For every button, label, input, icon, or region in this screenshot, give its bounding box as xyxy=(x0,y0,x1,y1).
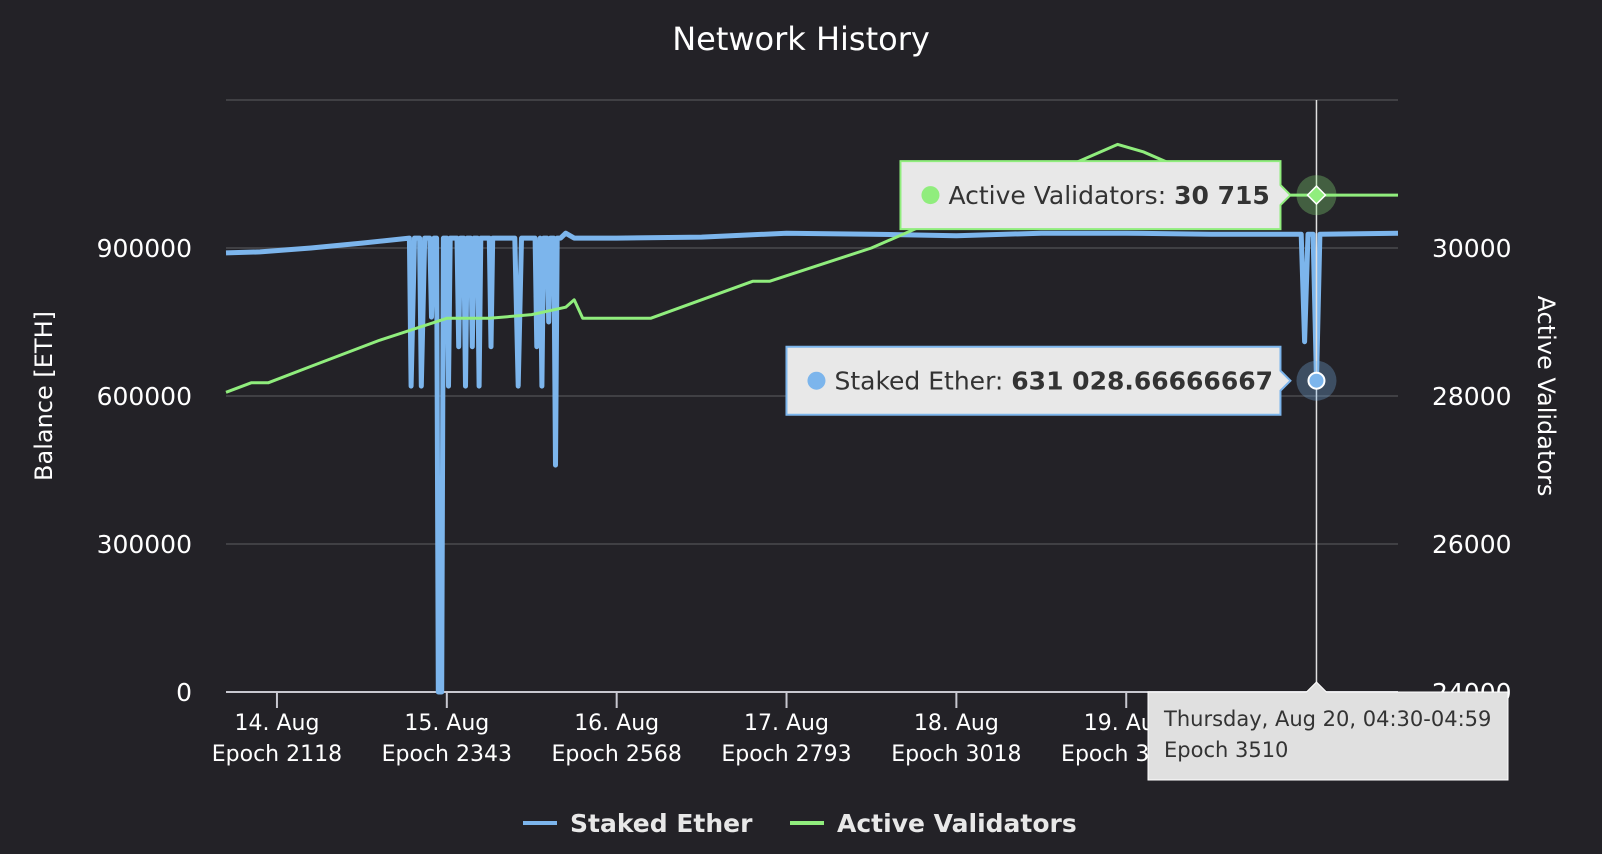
x-tick-label-epoch: Epoch 2793 xyxy=(721,742,851,767)
x-tick-label-epoch: Epoch 2343 xyxy=(382,742,512,767)
tooltip-label-active-validators: Active Validators: xyxy=(948,181,1174,210)
legend-item-staked-ether[interactable]: Staked Ether xyxy=(523,809,753,838)
y-axis-left: 0 300000 600000 900000 xyxy=(97,234,192,707)
x-tick-label-epoch: Epoch 2568 xyxy=(551,742,681,767)
tooltip-active-validators: Active Validators: 30 715 xyxy=(899,160,1292,231)
hover-marker-staked[interactable] xyxy=(1307,371,1326,390)
tooltip-dot-active-validators xyxy=(921,186,940,205)
x-tick-label-day: 15. Aug xyxy=(404,711,489,736)
tooltip-dot-staked-ether xyxy=(807,371,826,390)
tooltip-value-staked-ether: 631 028.66666667 xyxy=(1011,367,1273,396)
x-tick-label-day: 18. Aug xyxy=(914,711,999,736)
y-left-tick-label: 600000 xyxy=(97,382,192,411)
series-line-staked-ether[interactable] xyxy=(225,230,1399,695)
y-right-tick-label: 28000 xyxy=(1432,382,1512,411)
tooltip-box-staked-ether xyxy=(785,345,1292,416)
tooltip-text-staked-ether: Staked Ether: 631 028.66666667 xyxy=(834,367,1273,396)
x-tick-label-epoch: Epoch 2118 xyxy=(212,742,342,767)
tooltip-value-active-validators: 30 715 xyxy=(1174,181,1270,210)
tooltip-box-active-validators xyxy=(899,160,1292,231)
y-left-tick-label: 300000 xyxy=(97,530,192,559)
x-tick-label-day: 16. Aug xyxy=(574,711,659,736)
tooltip-staked-ether: Staked Ether: 631 028.66666667 xyxy=(785,345,1292,416)
x-axis-tooltip: Thursday, Aug 20, 04:30-04:59 Epoch 3510 xyxy=(1147,681,1509,781)
y-right-tick-label: 26000 xyxy=(1432,530,1512,559)
tooltip-text-active-validators: Active Validators: 30 715 xyxy=(948,181,1269,210)
y-right-tick-label: 30000 xyxy=(1432,234,1512,263)
tooltip-label-staked-ether: Staked Ether: xyxy=(834,367,1011,396)
y-left-tick-label: 0 xyxy=(176,678,192,707)
y-left-tick-label: 900000 xyxy=(97,234,192,263)
legend-label-staked-ether: Staked Ether xyxy=(570,809,753,838)
x-tick-label-day: 14. Aug xyxy=(234,711,319,736)
x-axis-tooltip-date: Thursday, Aug 20, 04:30-04:59 xyxy=(1163,707,1491,731)
x-tick-label-epoch: Epoch 3018 xyxy=(891,742,1021,767)
x-axis-tooltip-box xyxy=(1147,681,1509,781)
legend-item-active-validators[interactable]: Active Validators xyxy=(790,809,1077,838)
legend: Staked Ether Active Validators xyxy=(523,809,1077,838)
legend-label-active-validators: Active Validators xyxy=(837,809,1077,838)
x-tick-label-day: 17. Aug xyxy=(744,711,829,736)
hover-layer: Active Validators: 30 715 Staked Ether: 6… xyxy=(785,100,1509,781)
x-axis-tooltip-epoch: Epoch 3510 xyxy=(1164,738,1288,762)
chart-title: Network History xyxy=(672,20,930,58)
hover-marker-validators[interactable] xyxy=(1306,185,1327,206)
y-axis-left-title: Balance [ETH] xyxy=(30,311,58,481)
y-axis-right: 24000260002800030000 xyxy=(1432,234,1512,707)
y-axis-right-title: Active Validators xyxy=(1532,296,1560,497)
